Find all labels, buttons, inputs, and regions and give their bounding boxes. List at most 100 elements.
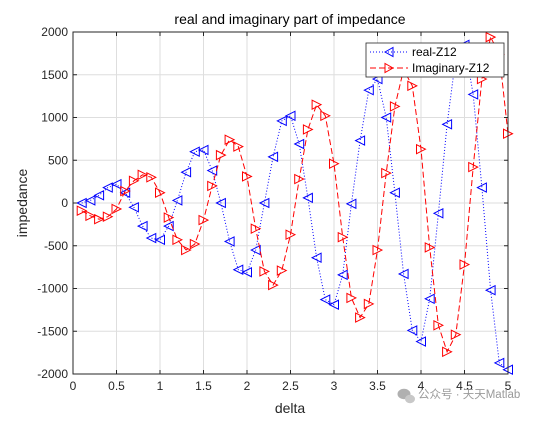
data-point-real [110, 178, 122, 190]
data-point-imaginary [207, 180, 218, 192]
y-tick-label: 500 [48, 153, 68, 167]
data-point-real [241, 266, 252, 278]
data-point-imaginary [450, 329, 462, 340]
data-point-imaginary [389, 101, 401, 112]
data-point-imaginary [416, 143, 427, 155]
data-point-real [119, 187, 131, 199]
series-line-imaginary [81, 35, 509, 354]
legend-marker-imaginary [384, 62, 395, 74]
data-point-imaginary [346, 292, 358, 304]
data-point-imaginary [302, 124, 314, 135]
data-point-imaginary [181, 244, 192, 256]
data-point-imaginary [329, 158, 340, 169]
y-tick-label: 1000 [41, 111, 68, 125]
x-tick-label: 2.5 [282, 379, 299, 393]
y-tick-label: -1500 [37, 324, 68, 338]
data-point-real [432, 207, 444, 219]
watermark-text: 公众号 · 天天Matlab [418, 388, 520, 401]
data-point-real [310, 252, 322, 264]
y-tick-label: -1000 [37, 282, 68, 296]
data-point-real [363, 84, 374, 96]
data-point-real [337, 269, 348, 281]
data-point-real [197, 144, 209, 156]
data-point-real [189, 146, 200, 158]
data-point-real [441, 119, 453, 130]
data-point-real [380, 112, 392, 123]
x-tick-label: 1.5 [195, 379, 212, 393]
legend-label-real: real-Z12 [412, 45, 457, 59]
x-tick-label: 1 [157, 379, 164, 393]
data-point-real [354, 135, 366, 146]
data-point-real [476, 182, 487, 193]
data-point-imaginary [172, 234, 184, 246]
data-point-imaginary [433, 319, 445, 331]
x-tick-label: 0.5 [108, 379, 125, 393]
data-point-imaginary [224, 134, 236, 146]
legend-box [365, 42, 505, 78]
data-point-real [415, 336, 426, 347]
data-point-imaginary [485, 31, 497, 43]
axis-ticks: 0 0.5 1 1.5 2 2.5 3 3.5 4 4.5 5 -2000 -1500 -1000 -500… [37, 25, 511, 393]
data-point-real [389, 187, 400, 199]
data-point-real [319, 294, 331, 305]
data-point-imaginary [337, 231, 349, 243]
data-point-real [163, 220, 174, 232]
y-tick-label: -500 [44, 239, 68, 253]
data-point-real [345, 198, 357, 210]
data-point-real [406, 325, 418, 336]
data-point-imaginary [363, 298, 375, 310]
series-layer [76, 31, 514, 376]
y-tick-label: 2000 [41, 25, 68, 39]
data-point-real [136, 220, 148, 232]
data-point-real [276, 115, 287, 127]
data-point-real [145, 232, 157, 244]
data-point-real [154, 234, 165, 246]
data-point-real [215, 197, 226, 209]
data-point-imaginary [294, 173, 305, 185]
data-point-imaginary [459, 259, 471, 270]
data-point-real [180, 166, 192, 178]
data-point-imaginary [198, 214, 210, 226]
data-point-real [102, 182, 113, 193]
y-tick-label: -2000 [37, 367, 68, 381]
data-point-imaginary [442, 346, 453, 358]
data-point-imaginary [215, 149, 227, 161]
wechat-icon [397, 388, 415, 404]
data-point-real [267, 151, 279, 163]
data-point-imaginary [128, 175, 140, 187]
data-point-real [84, 195, 96, 206]
data-point-imaginary [320, 110, 331, 122]
data-point-imaginary [163, 212, 175, 223]
y-tick-label: 1500 [41, 68, 68, 82]
data-point-imaginary [102, 211, 114, 222]
data-point-imaginary [94, 213, 105, 225]
data-point-real [128, 201, 139, 213]
data-point-real [467, 89, 479, 100]
data-point-imaginary [468, 161, 479, 173]
data-point-imaginary [242, 171, 253, 182]
chart-title: real and imaginary part of impedance [174, 11, 405, 27]
data-point-real [93, 189, 105, 201]
data-point-real [397, 268, 409, 280]
data-point-imaginary [76, 205, 88, 217]
data-point-imaginary [407, 80, 418, 92]
legend: real-Z12 Imaginary-Z12 [365, 42, 505, 78]
data-point-imaginary [233, 141, 244, 152]
data-point-real [76, 197, 87, 209]
data-point-imaginary [268, 279, 279, 291]
y-axis-label: impedance [14, 169, 30, 238]
data-point-imaginary [146, 172, 157, 183]
data-point-real [424, 293, 435, 305]
data-point-real [250, 244, 261, 256]
data-point-imaginary [120, 185, 131, 197]
data-point-imaginary [381, 167, 392, 179]
data-point-imaginary [189, 238, 201, 250]
series-line-real [81, 43, 509, 371]
watermark: 公众号 · 天天Matlab [397, 388, 520, 404]
data-point-imaginary [111, 203, 123, 215]
data-point-imaginary [137, 169, 149, 181]
legend-label-imaginary: Imaginary-Z12 [412, 61, 490, 75]
x-tick-label: 4 [418, 379, 425, 393]
x-tick-label: 0 [70, 379, 77, 393]
